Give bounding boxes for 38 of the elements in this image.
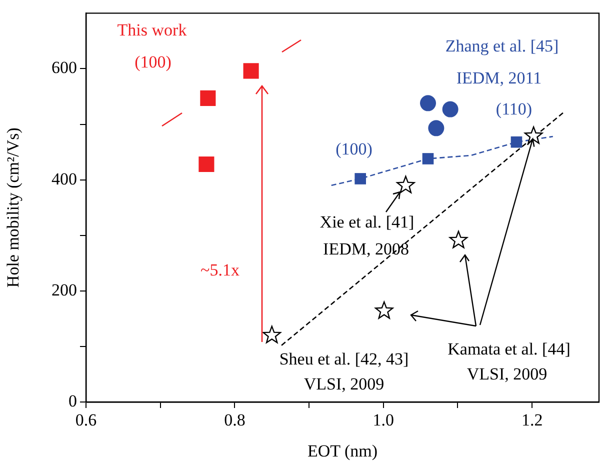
point bbox=[262, 326, 282, 344]
y-tick-label: 400 bbox=[52, 169, 77, 188]
point bbox=[396, 176, 415, 194]
point bbox=[374, 301, 394, 319]
y-tick-label: 200 bbox=[52, 280, 77, 300]
point bbox=[422, 153, 434, 164]
point bbox=[420, 95, 436, 112]
point bbox=[442, 101, 458, 118]
annotation: (100) bbox=[336, 139, 372, 158]
annotation: Zhang et al. [45] bbox=[445, 36, 559, 56]
point bbox=[510, 136, 522, 148]
x-tick-label: 1.2 bbox=[521, 410, 543, 430]
line-series bbox=[330, 136, 554, 186]
point bbox=[198, 156, 214, 172]
y-tick-label: 0 bbox=[68, 391, 77, 410]
x-tick-label: 0.6 bbox=[75, 410, 97, 430]
annotation: This work bbox=[117, 20, 188, 40]
y-tick-label: 600 bbox=[52, 58, 77, 78]
point bbox=[354, 173, 366, 184]
annotation: (110) bbox=[496, 99, 532, 118]
annotation: Kamata et al. [44] bbox=[448, 339, 570, 358]
annotation: VLSI, 2009 bbox=[466, 364, 548, 384]
x-tick-label: 0.8 bbox=[224, 410, 246, 430]
annotation: IEDM, 2011 bbox=[456, 68, 542, 88]
point bbox=[449, 230, 468, 248]
x-axis-title: EOT (nm) bbox=[307, 441, 378, 460]
annotation: Sheu et al. [42, 43] bbox=[279, 349, 409, 368]
y-axis-title: Hole mobility (cm²/Vs) bbox=[4, 128, 23, 288]
annotation: VLSI, 2009 bbox=[304, 374, 384, 394]
annotation: (100) bbox=[134, 52, 172, 72]
text: 1.0 bbox=[372, 410, 394, 430]
annotation: IEDM, 2008 bbox=[323, 239, 409, 258]
annotation: ~5.1x bbox=[200, 260, 240, 280]
annotation: Xie et al. [41] bbox=[320, 212, 414, 232]
point bbox=[243, 63, 259, 79]
point bbox=[428, 120, 444, 136]
point bbox=[524, 126, 543, 144]
point bbox=[200, 90, 216, 106]
